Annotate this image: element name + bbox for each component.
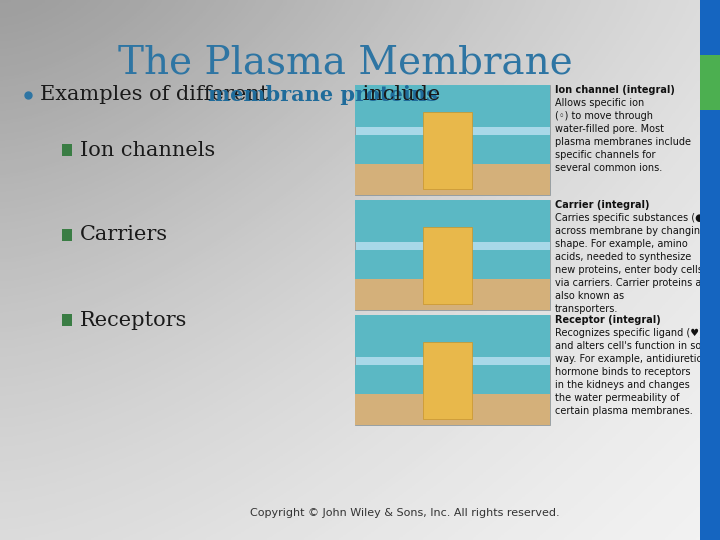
Text: Allows specific ion: Allows specific ion [555,98,644,108]
Bar [355,200,550,310]
Bar [700,0,720,540]
Text: transporters.: transporters. [555,304,618,314]
Text: Examples of different: Examples of different [40,85,275,105]
Text: Carriers: Carriers [80,226,168,245]
Text: new proteins, enter body cells: new proteins, enter body cells [555,265,703,275]
Bar [700,55,720,110]
Bar [423,342,472,419]
Text: Ion channel (integral): Ion channel (integral) [555,85,675,95]
Bar [355,164,550,195]
Text: specific channels for: specific channels for [555,150,655,160]
Text: the water permeability of: the water permeability of [555,393,680,403]
Bar [355,365,550,394]
Text: shape. For example, amino: shape. For example, amino [555,239,688,249]
Text: Copyright © John Wiley & Sons, Inc. All rights reserved.: Copyright © John Wiley & Sons, Inc. All … [251,508,560,518]
Text: membrane proteins: membrane proteins [208,85,438,105]
Text: several common ions.: several common ions. [555,163,662,173]
Text: way. For example, antidiuretic: way. For example, antidiuretic [555,354,702,364]
Text: Ion channels: Ion channels [80,140,215,159]
Bar [355,279,550,310]
Text: hormone binds to receptors: hormone binds to receptors [555,367,690,377]
Text: certain plasma membranes.: certain plasma membranes. [555,406,693,416]
Bar [423,227,472,304]
Text: water-filled pore. Most: water-filled pore. Most [555,124,664,134]
Bar [355,85,550,127]
Bar [355,200,550,242]
Text: across membrane by changing: across membrane by changing [555,226,706,236]
Text: Recognizes specific ligand (♥): Recognizes specific ligand (♥) [555,328,703,338]
Text: and alters cell's function in some: and alters cell's function in some [555,341,716,351]
Text: Carries specific substances (● ): Carries specific substances (● ) [555,213,711,223]
Text: also known as: also known as [555,291,627,301]
Bar [355,85,550,195]
Text: in the kidneys and changes: in the kidneys and changes [555,380,690,390]
Bar [62,229,72,241]
Text: acids, needed to synthesize: acids, needed to synthesize [555,252,691,262]
Text: Receptor (integral): Receptor (integral) [555,315,661,325]
Text: Carrier (integral): Carrier (integral) [555,200,649,210]
Text: (◦) to move through: (◦) to move through [555,111,653,121]
Text: Receptors: Receptors [80,310,187,329]
Text: include: include [356,85,440,105]
Bar [423,112,472,189]
Bar [355,250,550,279]
Bar [62,314,72,326]
Bar [355,135,550,164]
Bar [355,315,550,425]
Bar [355,315,550,357]
Text: plasma membranes include: plasma membranes include [555,137,691,147]
Text: The Plasma Membrane: The Plasma Membrane [117,45,572,82]
Text: via carriers. Carrier proteins are: via carriers. Carrier proteins are [555,278,711,288]
Bar [62,144,72,156]
Bar [355,394,550,425]
